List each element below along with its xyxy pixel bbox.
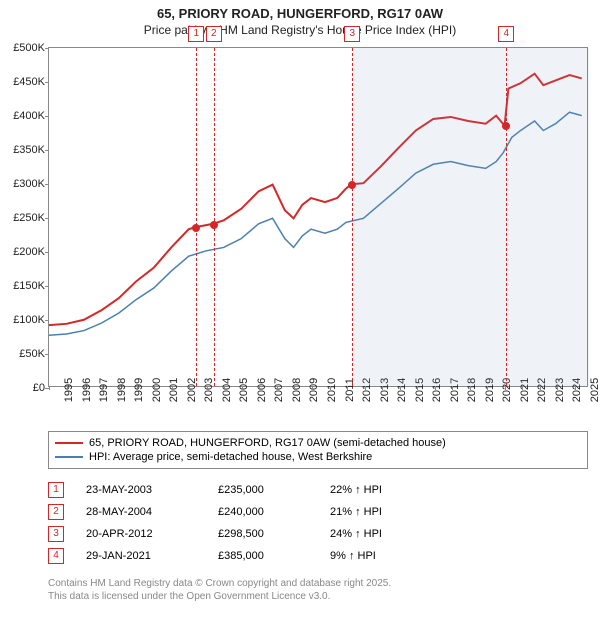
sale-date: 23-MAY-2003 [86, 484, 196, 496]
sale-marker-number: 1 [188, 26, 204, 42]
legend: 65, PRIORY ROAD, HUNGERFORD, RG17 0AW (s… [48, 431, 588, 469]
sale-number-box: 2 [48, 504, 64, 520]
sale-marker-dot [210, 221, 218, 229]
sales-table: 1 23-MAY-2003 £235,000 22% ↑ HPI 2 28-MAY-200… [48, 479, 600, 567]
y-axis-label: £0 [33, 382, 45, 394]
sale-diff: 22% ↑ HPI [330, 484, 420, 496]
footer-line2: This data is licensed under the Open Gov… [48, 590, 600, 603]
y-axis-label: £350K [13, 144, 45, 156]
sale-number-box: 3 [48, 526, 64, 542]
sale-price: £385,000 [218, 550, 308, 562]
y-axis-label: £500K [13, 42, 45, 54]
sale-marker-dot [348, 181, 356, 189]
sale-diff: 24% ↑ HPI [330, 528, 420, 540]
y-axis-label: £150K [13, 280, 45, 292]
sale-date: 29-JAN-2021 [86, 550, 196, 562]
forecast-shade-region [352, 48, 589, 386]
footer-line1: Contains HM Land Registry data © Crown c… [48, 577, 600, 590]
sale-marker-number: 2 [206, 26, 222, 42]
y-axis-label: £450K [13, 76, 45, 88]
legend-item: HPI: Average price, semi-detached house,… [55, 450, 581, 464]
sale-price: £235,000 [218, 484, 308, 496]
plot-area: £0£50K£100K£150K£200K£250K£300K£350K£400… [48, 47, 588, 387]
sale-marker-line [352, 48, 353, 386]
sale-marker-dot [192, 224, 200, 232]
legend-label: HPI: Average price, semi-detached house,… [89, 451, 372, 463]
sale-row: 2 28-MAY-2004 £240,000 21% ↑ HPI [48, 501, 600, 523]
sale-marker-line [196, 48, 197, 386]
legend-swatch [55, 442, 83, 444]
legend-item: 65, PRIORY ROAD, HUNGERFORD, RG17 0AW (s… [55, 436, 581, 450]
sale-number-box: 1 [48, 482, 64, 498]
sale-price: £298,500 [218, 528, 308, 540]
sale-marker-line [506, 48, 507, 386]
sale-date: 28-MAY-2004 [86, 506, 196, 518]
sale-row: 3 20-APR-2012 £298,500 24% ↑ HPI [48, 523, 600, 545]
chart-container: 65, PRIORY ROAD, HUNGERFORD, RG17 0AW Pr… [0, 0, 600, 611]
footer-attribution: Contains HM Land Registry data © Crown c… [48, 577, 600, 611]
legend-swatch [55, 456, 83, 458]
title-address: 65, PRIORY ROAD, HUNGERFORD, RG17 0AW [0, 6, 600, 21]
sale-diff: 21% ↑ HPI [330, 506, 420, 518]
sale-marker-number: 4 [498, 26, 514, 42]
sale-price: £240,000 [218, 506, 308, 518]
y-axis-label: £400K [13, 110, 45, 122]
y-axis-label: £200K [13, 246, 45, 258]
sale-diff: 9% ↑ HPI [330, 550, 420, 562]
sale-marker-line [214, 48, 215, 386]
y-axis-label: £300K [13, 178, 45, 190]
y-axis-label: £50K [19, 348, 45, 360]
sale-row: 1 23-MAY-2003 £235,000 22% ↑ HPI [48, 479, 600, 501]
sale-row: 4 29-JAN-2021 £385,000 9% ↑ HPI [48, 545, 600, 567]
legend-label: 65, PRIORY ROAD, HUNGERFORD, RG17 0AW (s… [89, 437, 446, 449]
y-axis-label: £250K [13, 212, 45, 224]
sale-date: 20-APR-2012 [86, 528, 196, 540]
sale-marker-number: 3 [344, 26, 360, 42]
sale-marker-dot [502, 122, 510, 130]
y-axis-label: £100K [13, 314, 45, 326]
sale-number-box: 4 [48, 548, 64, 564]
